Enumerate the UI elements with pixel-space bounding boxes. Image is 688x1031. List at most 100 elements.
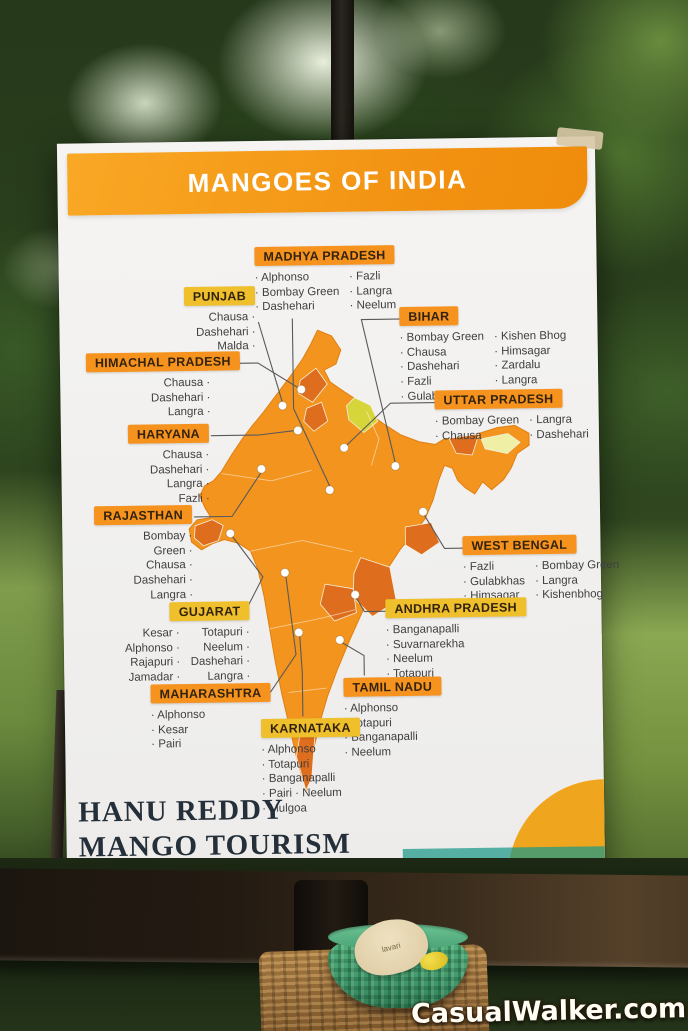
variety-item: · Kishenbhog <box>535 588 604 602</box>
region-andhra-pradesh: ANDHRA PRADESH · Banganapalli · Suvarnarek… <box>385 597 527 682</box>
region-badge-west-bengal: WEST BENGAL <box>462 534 577 556</box>
poster-title-banner: MANGOES OF INDIA <box>66 146 588 216</box>
brand-text: HANU REDDY MANGO TOURISM <box>78 792 351 867</box>
variety-item: Chausa · <box>146 559 193 573</box>
leader-line-madhya-pradesh <box>291 318 331 487</box>
leader-line-gujarat <box>231 536 264 612</box>
map-dot-punjab <box>277 400 288 411</box>
map-dot-andhra-pradesh <box>350 589 360 600</box>
variety-item: Chausa · <box>208 311 256 324</box>
region-punjab: PUNJAB Chausa · Dashehari · Malda · <box>125 286 256 356</box>
india-map <box>188 318 530 791</box>
map-dot-haryana <box>293 425 303 436</box>
variety-item: Chausa · <box>163 376 211 390</box>
region-himachal-pradesh: HIMACHAL PRADESH Chausa · Dashehari · Langr… <box>85 351 240 422</box>
region-badge-punjab: PUNJAB <box>183 286 256 307</box>
map-dot-tamil-nadu <box>335 635 345 645</box>
region-badge-gujarat: GUJARAT <box>169 601 250 622</box>
variety-item: Langra · <box>167 406 211 419</box>
region-badge-himachal-pradesh: HIMACHAL PRADESH <box>85 351 240 373</box>
region-badge-andhra-pradesh: ANDHRA PRADESH <box>385 597 527 619</box>
variety-item: Rajapuri · <box>130 656 181 670</box>
variety-item: · Bombay Green <box>434 414 520 428</box>
variety-item: · Langra <box>349 284 393 298</box>
leader-line-bihar <box>360 318 404 464</box>
variety-item: · Kishen Bhog <box>493 329 567 343</box>
variety-item: · Dashehari <box>529 428 589 441</box>
mango-basket: lavari <box>328 911 468 1010</box>
variety-item: · Pairi <box>151 738 182 751</box>
map-dot-madhya-pradesh <box>325 485 335 495</box>
variety-item: Totapuri · <box>201 626 250 639</box>
variety-item: · Langra <box>534 574 578 587</box>
variety-item: · Chausa <box>434 429 482 443</box>
variety-item: Langra · <box>166 478 210 491</box>
region-maharashtra: MAHARASHTRA · Alphonso · Kesar · Pairi <box>150 682 271 753</box>
variety-item: Chausa · <box>162 448 210 462</box>
region-rajasthan: RAJASTHAN Bombay · Green · Chausa · Dashehar… <box>88 504 194 604</box>
leader-line-uttar-pradesh <box>345 401 437 447</box>
region-madhya-pradesh: MADHYA PRADESH · Alphonso · Bombay Green · … <box>254 245 417 315</box>
leader-line-karnataka <box>299 636 304 717</box>
variety-item: · Fazli <box>462 560 495 574</box>
poster-title: MANGOES OF INDIA <box>187 163 468 198</box>
variety-item: · Gulabkhas <box>462 575 526 588</box>
region-badge-bihar: BIHAR <box>399 306 459 327</box>
variety-item: Dashehari · <box>190 655 251 669</box>
map-dot-uttar-pradesh <box>339 443 349 453</box>
variety-item: · Bombay Green <box>399 330 485 345</box>
map-dot-bihar <box>390 461 401 471</box>
variety-item: · Himsagar <box>494 344 551 358</box>
leader-line-maharashtra <box>268 576 297 696</box>
leader-line-andhra-pradesh <box>355 597 388 613</box>
variety-item: Green · <box>153 544 193 558</box>
variety-item: Alphonso · <box>124 641 180 655</box>
leader-line-punjab <box>257 321 284 403</box>
variety-item: Kesar · <box>142 627 180 640</box>
variety-item: · Alphonso <box>343 702 399 715</box>
variety-item: Dashehari · <box>149 463 210 477</box>
variety-item: · Zardalu <box>494 359 541 373</box>
variety-item: · Kesar <box>150 723 189 737</box>
variety-item: · Alphonso <box>150 708 206 722</box>
leader-line-west-bengal <box>423 514 469 549</box>
region-badge-uttar-pradesh: UTTAR PRADESH <box>434 388 563 410</box>
region-west-bengal: WEST BENGAL · Fazli · Gulabkhas · Himsagar ·… <box>462 534 619 604</box>
leader-line-haryana <box>210 429 296 437</box>
map-dot-gujarat <box>225 528 236 539</box>
region-haryana: HARYANA Chausa · Dashehari · Langra · Fazli … <box>87 423 210 509</box>
leader-lines <box>194 318 469 717</box>
leader-line-rajasthan <box>194 471 262 518</box>
variety-item: · Langra <box>529 413 573 427</box>
variety-item: · Chausa <box>399 346 447 359</box>
map-dot-west-bengal <box>418 507 428 517</box>
brand-line1: HANU REDDY <box>77 793 285 829</box>
leader-line-tamil-nadu <box>340 641 365 676</box>
region-badge-haryana: HARYANA <box>127 423 210 444</box>
variety-item: · Dashehari <box>399 360 460 374</box>
variety-item: · Dashehari <box>255 300 315 314</box>
map-dot-karnataka <box>294 627 304 638</box>
variety-item: Bombay · <box>143 529 193 543</box>
region-badge-rajasthan: RAJASTHAN <box>94 504 193 526</box>
variety-item: · Alphonso <box>254 271 310 285</box>
watermark-text: CasualWalker.com <box>410 993 687 1030</box>
variety-item: · Bombay Green <box>534 558 620 573</box>
variety-item: · Fazli <box>400 375 432 389</box>
map-dot-rajasthan <box>256 464 267 474</box>
map-dot-maharashtra <box>280 567 290 578</box>
variety-item: Neelum · <box>203 640 250 654</box>
variety-item: Dashehari · <box>133 574 194 587</box>
mango-poster: MANGOES OF INDIA MADHYA PRADESH · Alphons… <box>56 127 619 886</box>
state-boundaries <box>221 411 380 694</box>
region-badge-karnataka: KARNATAKA <box>260 717 360 738</box>
state-patches <box>193 367 521 791</box>
basket-card-text: lavari <box>380 940 402 954</box>
map-dot-himachal-pradesh <box>296 384 307 395</box>
region-badge-madhya-pradesh: MADHYA PRADESH <box>254 245 395 267</box>
region-uttar-pradesh: UTTAR PRADESH · Bombay Green · Chausa · Lan… <box>434 388 593 444</box>
grass-right <box>593 520 688 900</box>
region-badge-tamil-nadu: TAMIL NADU <box>343 676 442 697</box>
signpost-pole <box>331 0 354 155</box>
